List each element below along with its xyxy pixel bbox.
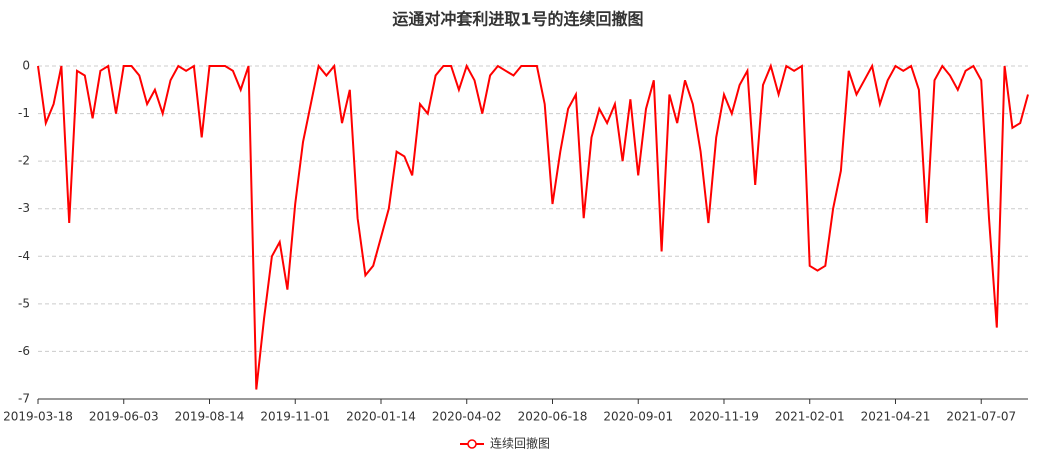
y-tick-label: 0 <box>22 59 30 73</box>
x-tick-label: 2019-08-14 <box>175 410 245 424</box>
chart-title: 运通对冲套利进取1号的连续回撤图 <box>392 10 643 29</box>
x-tick-label: 2019-06-03 <box>89 410 159 424</box>
x-tick-label: 2019-11-01 <box>260 410 330 424</box>
legend-marker <box>467 439 477 449</box>
y-tick-label: -2 <box>18 154 30 168</box>
y-tick-label: -1 <box>18 106 30 120</box>
x-tick-label: 2021-04-21 <box>861 410 931 424</box>
y-tick-label: -6 <box>18 344 30 358</box>
x-tick-label: 2019-03-18 <box>3 410 73 424</box>
x-tick-label: 2020-01-14 <box>346 410 416 424</box>
y-tick-label: -7 <box>18 392 30 406</box>
x-tick-label: 2020-06-18 <box>518 410 588 424</box>
y-tick-label: -3 <box>18 201 30 215</box>
x-tick-label: 2021-07-07 <box>946 410 1016 424</box>
line <box>37 62 1029 390</box>
y-tick-label: -4 <box>18 249 30 263</box>
y-tick-label: -5 <box>18 296 30 310</box>
x-tick-label: 2021-02-01 <box>775 410 845 424</box>
x-tick-label: 2020-04-02 <box>432 410 502 424</box>
x-tick-label: 2020-09-01 <box>603 410 673 424</box>
legend-label: 连续回撤图 <box>490 436 550 451</box>
x-tick-label: 2020-11-19 <box>689 410 759 424</box>
